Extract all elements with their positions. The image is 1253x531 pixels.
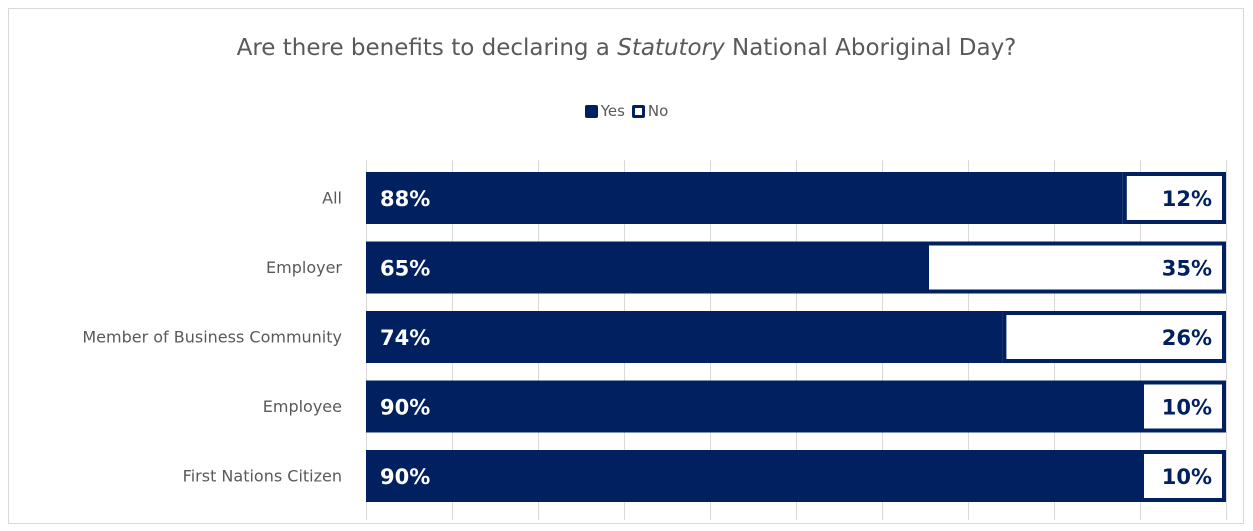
value-label-yes: 88% <box>380 187 430 211</box>
bar-no <box>1122 172 1227 224</box>
legend-entry-yes: Yes <box>584 102 625 120</box>
value-label-yes: 65% <box>380 257 430 281</box>
title-emphasis: Statutory <box>617 35 725 61</box>
title-suffix: National Aboriginal Day? <box>724 35 1017 61</box>
value-labels: 88% 12% 65% 35% 74% 26% 90% 10% 90% 10% <box>380 187 1212 489</box>
value-label-yes: 90% <box>380 465 430 489</box>
category-labels: All Employer Member of Business Community E… <box>82 189 342 486</box>
category-label: Employee <box>263 397 342 416</box>
chart-legend: Yes No <box>0 99 1253 123</box>
category-label: First Nations Citizen <box>183 467 342 486</box>
bar-yes <box>366 311 1003 363</box>
bar-no <box>1140 450 1226 502</box>
value-label-yes: 90% <box>380 396 430 420</box>
bar-yes <box>366 172 1123 224</box>
category-label: Employer <box>266 258 342 277</box>
value-label-no: 26% <box>1162 326 1212 350</box>
legend-entry-no: No <box>631 102 669 120</box>
bar-yes <box>366 241 925 294</box>
bars <box>366 172 1227 502</box>
category-label: Member of Business Community <box>82 328 342 347</box>
bar-no <box>925 241 1226 294</box>
bar-yes <box>366 380 1140 433</box>
legend-swatch-yes <box>584 104 598 118</box>
bar-no <box>1002 311 1227 363</box>
value-label-no: 10% <box>1162 465 1212 489</box>
legend-label-yes: Yes <box>600 102 625 120</box>
bar-no <box>1140 380 1226 433</box>
value-label-no: 12% <box>1162 187 1212 211</box>
category-label: All <box>322 189 342 208</box>
legend-label-no: No <box>647 102 669 120</box>
bar-yes <box>366 450 1140 502</box>
chart-title: Are there benefits to declaring a Statut… <box>0 33 1253 63</box>
value-label-no: 35% <box>1162 257 1212 281</box>
value-label-yes: 74% <box>380 326 430 350</box>
legend-swatch-no <box>631 104 645 118</box>
title-prefix: Are there benefits to declaring a <box>236 35 618 61</box>
value-label-no: 10% <box>1162 396 1212 420</box>
